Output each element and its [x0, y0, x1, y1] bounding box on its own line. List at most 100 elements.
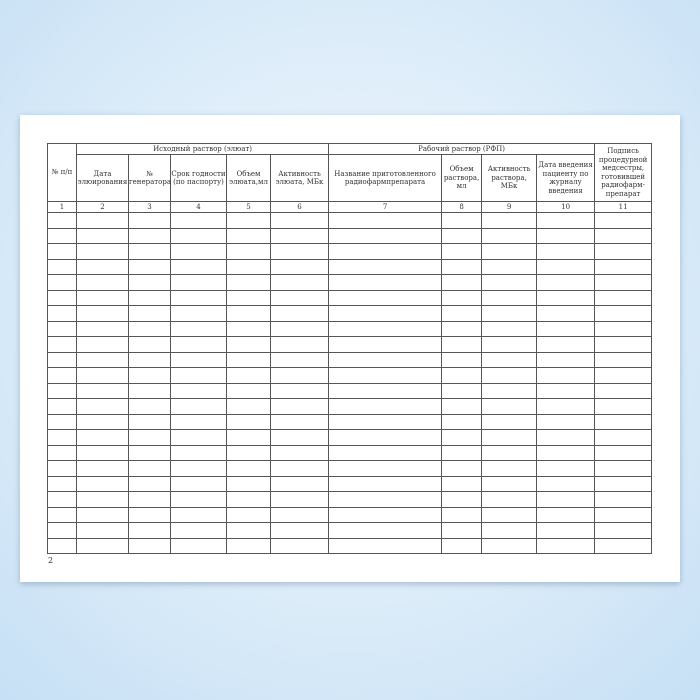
table-cell[interactable] — [170, 258, 227, 275]
table-cell[interactable] — [269, 227, 330, 244]
table-cell[interactable] — [441, 367, 483, 384]
table-cell[interactable] — [594, 506, 653, 523]
table-cell[interactable] — [170, 491, 227, 508]
table-cell[interactable] — [594, 305, 653, 322]
table-cell[interactable] — [536, 274, 596, 291]
table-cell[interactable] — [226, 289, 271, 306]
table-cell[interactable] — [76, 382, 129, 399]
table-cell[interactable] — [47, 444, 77, 461]
table-cell[interactable] — [481, 305, 538, 322]
table-cell[interactable] — [481, 243, 538, 260]
table-cell[interactable] — [128, 506, 171, 523]
table-cell[interactable] — [481, 491, 538, 508]
table-cell[interactable] — [481, 351, 538, 368]
table-cell[interactable] — [269, 413, 330, 430]
table-cell[interactable] — [128, 460, 171, 477]
table-cell[interactable] — [328, 491, 443, 508]
table-cell[interactable] — [128, 336, 171, 353]
table-cell[interactable] — [128, 398, 171, 415]
table-cell[interactable] — [441, 212, 483, 229]
table-cell[interactable] — [441, 274, 483, 291]
table-cell[interactable] — [481, 413, 538, 430]
table-cell[interactable] — [128, 274, 171, 291]
table-cell[interactable] — [441, 289, 483, 306]
table-cell[interactable] — [328, 243, 443, 260]
table-cell[interactable] — [47, 537, 77, 554]
table-cell[interactable] — [441, 351, 483, 368]
table-cell[interactable] — [594, 475, 653, 492]
table-cell[interactable] — [76, 367, 129, 384]
table-cell[interactable] — [269, 305, 330, 322]
table-cell[interactable] — [481, 274, 538, 291]
table-cell[interactable] — [269, 289, 330, 306]
table-cell[interactable] — [536, 243, 596, 260]
table-cell[interactable] — [128, 382, 171, 399]
table-cell[interactable] — [128, 475, 171, 492]
table-cell[interactable] — [269, 537, 330, 554]
table-cell[interactable] — [128, 305, 171, 322]
table-cell[interactable] — [328, 212, 443, 229]
table-cell[interactable] — [170, 537, 227, 554]
table-cell[interactable] — [170, 413, 227, 430]
table-cell[interactable] — [226, 522, 271, 539]
table-cell[interactable] — [536, 258, 596, 275]
table-cell[interactable] — [481, 320, 538, 337]
table-cell[interactable] — [481, 336, 538, 353]
table-cell[interactable] — [594, 522, 653, 539]
table-cell[interactable] — [328, 351, 443, 368]
table-cell[interactable] — [536, 429, 596, 446]
table-cell[interactable] — [441, 491, 483, 508]
table-cell[interactable] — [47, 258, 77, 275]
table-cell[interactable] — [536, 320, 596, 337]
table-cell[interactable] — [481, 537, 538, 554]
table-cell[interactable] — [269, 475, 330, 492]
table-cell[interactable] — [47, 289, 77, 306]
table-cell[interactable] — [481, 367, 538, 384]
table-cell[interactable] — [594, 413, 653, 430]
table-cell[interactable] — [269, 398, 330, 415]
table-cell[interactable] — [269, 460, 330, 477]
table-cell[interactable] — [226, 227, 271, 244]
table-cell[interactable] — [269, 274, 330, 291]
table-cell[interactable] — [47, 227, 77, 244]
table-cell[interactable] — [328, 460, 443, 477]
table-cell[interactable] — [47, 305, 77, 322]
table-cell[interactable] — [594, 398, 653, 415]
table-cell[interactable] — [481, 506, 538, 523]
table-cell[interactable] — [47, 460, 77, 477]
table-cell[interactable] — [76, 491, 129, 508]
table-cell[interactable] — [441, 537, 483, 554]
table-cell[interactable] — [328, 274, 443, 291]
table-cell[interactable] — [536, 289, 596, 306]
table-cell[interactable] — [226, 444, 271, 461]
table-cell[interactable] — [226, 243, 271, 260]
table-cell[interactable] — [536, 227, 596, 244]
table-cell[interactable] — [594, 274, 653, 291]
table-cell[interactable] — [226, 475, 271, 492]
table-cell[interactable] — [328, 367, 443, 384]
table-cell[interactable] — [536, 351, 596, 368]
table-cell[interactable] — [328, 320, 443, 337]
table-cell[interactable] — [76, 320, 129, 337]
table-cell[interactable] — [441, 413, 483, 430]
table-cell[interactable] — [76, 336, 129, 353]
table-cell[interactable] — [328, 289, 443, 306]
table-cell[interactable] — [269, 522, 330, 539]
table-cell[interactable] — [170, 243, 227, 260]
table-cell[interactable] — [47, 491, 77, 508]
table-cell[interactable] — [269, 367, 330, 384]
table-cell[interactable] — [441, 429, 483, 446]
table-cell[interactable] — [128, 258, 171, 275]
table-cell[interactable] — [441, 336, 483, 353]
table-cell[interactable] — [170, 289, 227, 306]
table-cell[interactable] — [536, 398, 596, 415]
table-cell[interactable] — [226, 506, 271, 523]
table-cell[interactable] — [76, 413, 129, 430]
table-cell[interactable] — [76, 351, 129, 368]
table-cell[interactable] — [594, 336, 653, 353]
table-cell[interactable] — [536, 382, 596, 399]
table-cell[interactable] — [536, 305, 596, 322]
table-cell[interactable] — [128, 537, 171, 554]
table-cell[interactable] — [328, 258, 443, 275]
table-cell[interactable] — [481, 382, 538, 399]
